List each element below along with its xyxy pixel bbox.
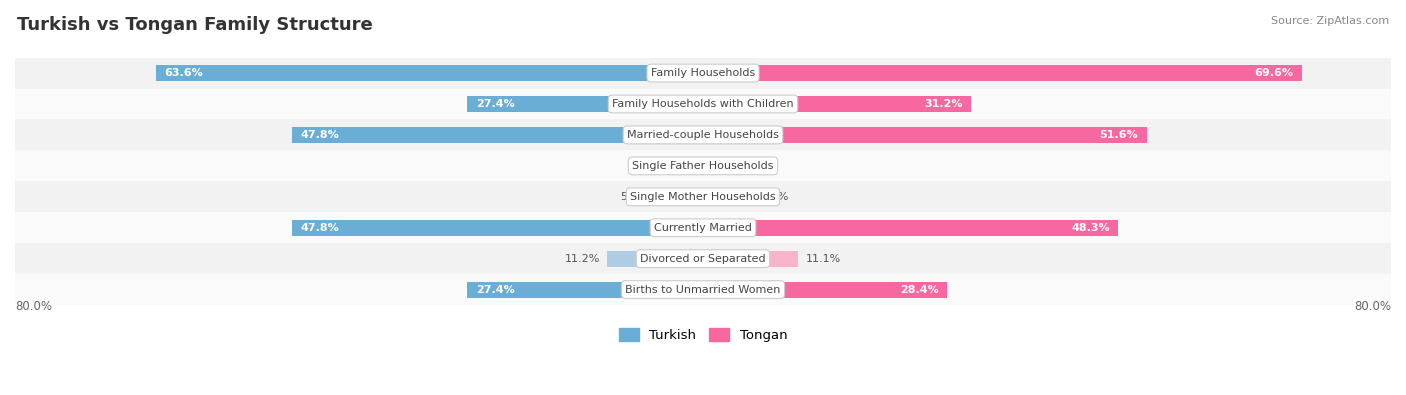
Bar	[655, 189, 703, 205]
Text: Single Mother Households: Single Mother Households	[630, 192, 776, 202]
Text: 80.0%: 80.0%	[15, 300, 52, 313]
Text: Source: ZipAtlas.com: Source: ZipAtlas.com	[1271, 16, 1389, 26]
Bar	[15, 181, 1391, 212]
Bar	[703, 220, 1118, 236]
Text: 5.5%: 5.5%	[620, 192, 648, 202]
Text: Family Households with Children: Family Households with Children	[612, 99, 794, 109]
Text: Married-couple Households: Married-couple Households	[627, 130, 779, 140]
Bar	[703, 282, 948, 298]
Text: Family Households: Family Households	[651, 68, 755, 78]
Bar	[15, 274, 1391, 305]
Bar	[15, 150, 1391, 181]
Bar	[703, 96, 972, 112]
Text: 51.6%: 51.6%	[1099, 130, 1139, 140]
Text: 28.4%: 28.4%	[900, 284, 939, 295]
Text: 69.6%: 69.6%	[1254, 68, 1294, 78]
Bar	[686, 158, 703, 174]
Bar	[467, 282, 703, 298]
Text: 48.3%: 48.3%	[1071, 223, 1109, 233]
Bar	[467, 96, 703, 112]
Bar	[703, 189, 752, 205]
Bar	[703, 250, 799, 267]
Text: 27.4%: 27.4%	[477, 99, 515, 109]
Text: 47.8%: 47.8%	[301, 130, 339, 140]
Text: 2.0%: 2.0%	[651, 161, 679, 171]
Bar	[703, 65, 1302, 81]
Bar	[15, 58, 1391, 88]
Text: 47.8%: 47.8%	[301, 223, 339, 233]
Text: Single Father Households: Single Father Households	[633, 161, 773, 171]
Text: Births to Unmarried Women: Births to Unmarried Women	[626, 284, 780, 295]
Legend: Turkish, Tongan: Turkish, Tongan	[613, 322, 793, 347]
Text: 2.5%: 2.5%	[731, 161, 759, 171]
Bar	[703, 158, 724, 174]
Text: Divorced or Separated: Divorced or Separated	[640, 254, 766, 263]
Text: 63.6%: 63.6%	[165, 68, 204, 78]
Bar	[292, 220, 703, 236]
Text: 11.2%: 11.2%	[564, 254, 600, 263]
Text: Turkish vs Tongan Family Structure: Turkish vs Tongan Family Structure	[17, 16, 373, 34]
Text: 80.0%: 80.0%	[1354, 300, 1391, 313]
Text: 11.1%: 11.1%	[806, 254, 841, 263]
Text: Currently Married: Currently Married	[654, 223, 752, 233]
Bar	[703, 127, 1147, 143]
Text: 5.8%: 5.8%	[759, 192, 789, 202]
Bar	[156, 65, 703, 81]
Bar	[15, 119, 1391, 150]
Bar	[606, 250, 703, 267]
Bar	[15, 243, 1391, 274]
Bar	[15, 212, 1391, 243]
Bar	[292, 127, 703, 143]
Text: 27.4%: 27.4%	[477, 284, 515, 295]
Text: 31.2%: 31.2%	[924, 99, 963, 109]
Bar	[15, 88, 1391, 119]
